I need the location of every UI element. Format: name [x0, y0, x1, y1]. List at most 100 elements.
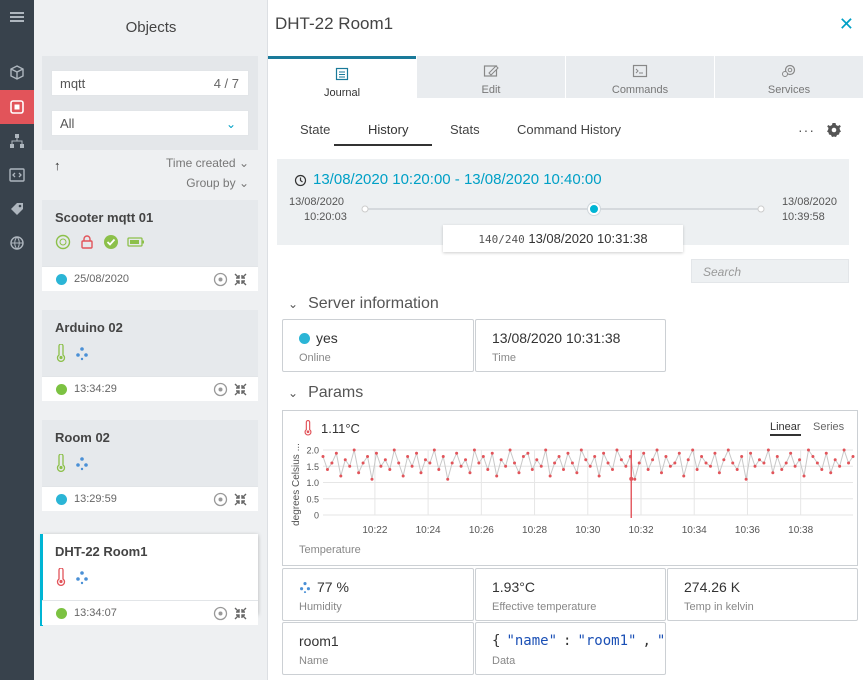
data-point — [321, 455, 325, 458]
collapse-icon[interactable] — [233, 492, 248, 507]
data-label: Data — [492, 655, 516, 667]
x-tick-label: 10:22 — [362, 525, 387, 536]
chart-mode-series[interactable]: Series — [813, 421, 845, 433]
series-line — [322, 448, 854, 480]
online-box: yes Online — [282, 319, 474, 372]
search-value: mqtt — [60, 76, 86, 91]
params-header[interactable]: ⌄ Params — [288, 384, 363, 402]
journal-icon — [335, 67, 349, 81]
data-point — [374, 451, 378, 455]
data-point — [562, 468, 566, 471]
online-value: yes — [316, 330, 338, 346]
subtab-state[interactable]: State — [300, 122, 331, 137]
slider-start-handle[interactable] — [361, 205, 369, 213]
data-point — [757, 458, 761, 462]
detail-title: DHT-22 Room1 — [275, 14, 394, 33]
target-icon[interactable] — [213, 606, 228, 621]
data-point — [686, 458, 690, 462]
more-icon[interactable]: ··· — [798, 122, 815, 138]
services-icon — [782, 64, 796, 77]
status-dot — [56, 494, 67, 505]
history-subtabs: State History Stats Command History — [268, 118, 864, 146]
subtab-stats[interactable]: Stats — [450, 122, 480, 137]
sort-by-dropdown[interactable]: Time created ⌄ — [166, 156, 249, 170]
time-slider-knob[interactable] — [588, 203, 600, 215]
data-point — [668, 464, 672, 468]
hierarchy-icon[interactable] — [0, 124, 34, 158]
data-point — [370, 477, 374, 481]
subtab-history[interactable]: History — [368, 122, 409, 137]
chart-mode-linear[interactable]: Linear — [770, 421, 801, 436]
tab-edit[interactable]: Edit — [417, 56, 565, 98]
online-label: Online — [299, 352, 331, 364]
data-point — [588, 464, 592, 468]
objects-filter-box: mqtt 4 / 7 All ⌄ — [42, 56, 258, 150]
menu-icon[interactable] — [0, 0, 34, 34]
data-point — [388, 468, 392, 471]
tag-icon[interactable] — [0, 192, 34, 226]
objects-search-input[interactable]: mqtt 4 / 7 — [51, 70, 249, 96]
subtab-active-underline — [334, 144, 432, 146]
object-card-selected[interactable]: DHT-22 Room1 13:34:07 — [40, 534, 258, 626]
data-point — [584, 458, 588, 462]
data-point — [677, 451, 681, 455]
gear-icon[interactable] — [826, 122, 842, 138]
tab-journal[interactable]: Journal — [268, 56, 416, 99]
subtab-command-history[interactable]: Command History — [517, 122, 622, 137]
code-icon[interactable] — [0, 158, 34, 192]
data-point — [499, 458, 503, 462]
collapse-icon[interactable] — [233, 272, 248, 287]
data-point — [806, 448, 810, 452]
data-point — [513, 461, 517, 465]
tab-commands[interactable]: Commands — [566, 56, 714, 98]
filter-select[interactable]: All ⌄ — [51, 110, 249, 136]
tab-services[interactable]: Services — [715, 56, 863, 98]
data-point — [717, 471, 721, 475]
lock-icon — [81, 235, 93, 249]
data-point — [815, 461, 819, 465]
data-point — [441, 455, 445, 458]
object-card[interactable]: Arduino 02 13:34:29 — [42, 310, 258, 401]
data-point — [771, 471, 775, 475]
chart-xlabel: Temperature — [299, 544, 361, 556]
data-point — [325, 468, 329, 471]
cube-icon[interactable] — [0, 56, 34, 90]
data-point — [673, 461, 677, 465]
server-info-header[interactable]: ⌄ Server information — [288, 295, 439, 313]
group-by-dropdown[interactable]: Group by ⌄ — [186, 176, 249, 190]
target-icon[interactable] — [213, 492, 228, 507]
globe-icon[interactable] — [0, 226, 34, 260]
slider-end-handle[interactable] — [757, 205, 765, 213]
collapse-icon[interactable] — [233, 606, 248, 621]
data-point — [833, 458, 837, 462]
target-icon[interactable] — [213, 272, 228, 287]
card-time: 13:34:07 — [74, 607, 117, 619]
range-title[interactable]: 13/08/2020 10:20:00 - 13/08/2020 10:40:0… — [313, 171, 602, 188]
effective-label: Effective temperature — [492, 601, 597, 613]
time-slider-track[interactable] — [365, 208, 761, 210]
data-point — [383, 458, 387, 462]
data-point — [517, 471, 521, 475]
time-value: 13/08/2020 10:31:38 — [492, 330, 621, 346]
close-icon[interactable]: ✕ — [838, 14, 854, 34]
slider-tooltip: 140/240 13/08/2020 10:31:38 — [443, 225, 683, 252]
thermometer-icon — [304, 420, 312, 436]
objects-icon[interactable] — [0, 90, 34, 124]
data-point — [619, 458, 623, 462]
history-search-input[interactable]: Search — [691, 259, 849, 283]
json-comma: , — [642, 633, 651, 649]
object-card[interactable]: Scooter mqtt 01 25/08/2020 — [42, 200, 258, 291]
humidity-icon — [76, 347, 88, 361]
collapse-icon[interactable] — [233, 382, 248, 397]
sort-direction-icon[interactable]: ↑ — [54, 158, 61, 173]
data-point — [637, 461, 641, 465]
object-card[interactable]: Room 02 13:29:59 — [42, 420, 258, 511]
data-point — [557, 455, 561, 458]
data-point — [334, 451, 338, 455]
data-point — [566, 451, 570, 455]
temperature-chart-box: 1.11°C Linear Series 2.0 1.5 1.0 0.5 0 10:22 1… — [282, 410, 858, 566]
tab-label: Commands — [611, 84, 669, 96]
battery-icon — [127, 237, 144, 247]
data-point — [406, 455, 410, 458]
target-icon[interactable] — [213, 382, 228, 397]
